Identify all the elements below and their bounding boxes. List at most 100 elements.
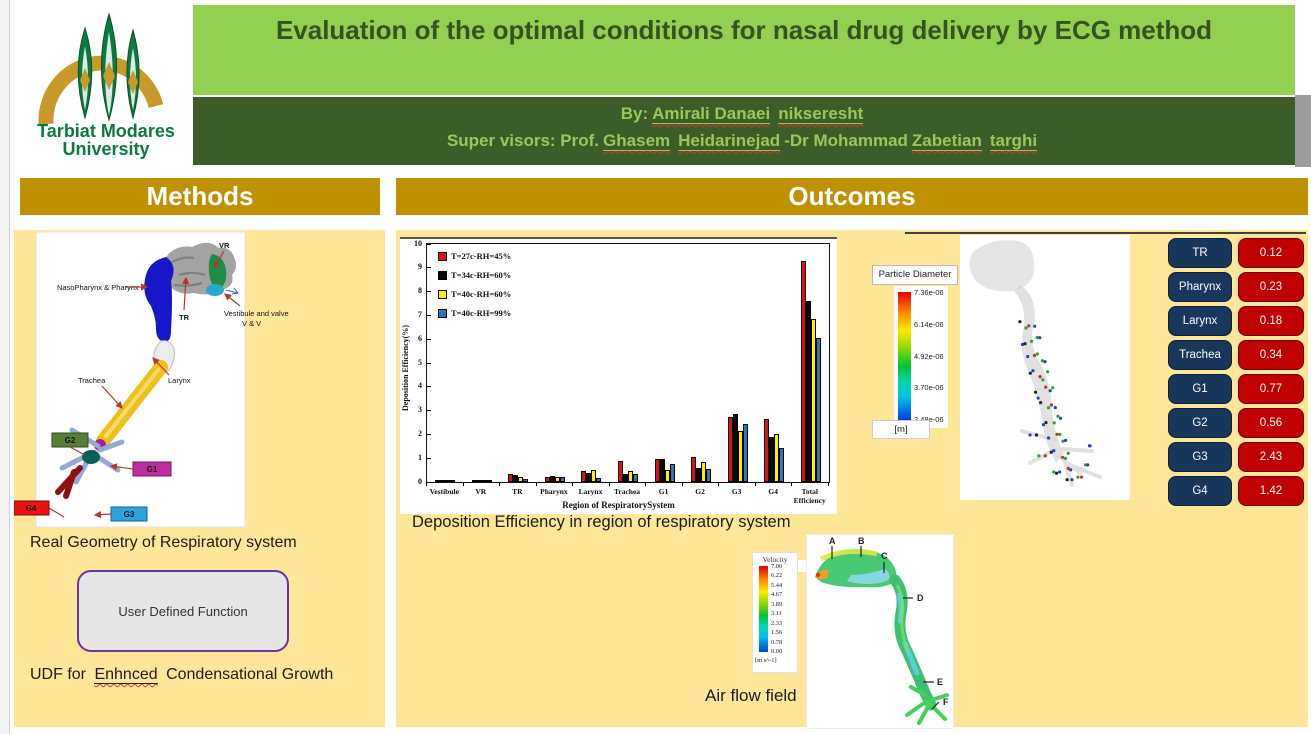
velocity-colorbar-title: Velocity bbox=[762, 555, 788, 564]
chart-bar bbox=[523, 479, 529, 482]
udf-caption-suffix: Condensational Growth bbox=[166, 666, 334, 683]
table-row: Trachea 0.34 bbox=[1168, 340, 1304, 370]
g4-label-box: G4 bbox=[14, 500, 65, 518]
chart-y-tick: 10 bbox=[414, 238, 422, 248]
velocity-tick-label: 6.22 bbox=[771, 572, 783, 580]
chart-x-tickmark bbox=[754, 482, 756, 486]
chart-bar bbox=[769, 436, 775, 482]
chart-x-category-label: G4 bbox=[768, 487, 778, 496]
table-row: Pharynx 0.23 bbox=[1168, 272, 1304, 302]
poster-title: Evaluation of the optimal conditions for… bbox=[275, 15, 1213, 45]
particle-dot bbox=[1049, 403, 1053, 407]
particle-tick-label: 6.14e-06 bbox=[914, 319, 944, 329]
chart-x-tickmark bbox=[608, 482, 610, 486]
region-cell: Trachea bbox=[1168, 340, 1232, 370]
chart-legend-swatch bbox=[438, 270, 447, 280]
chart-bar bbox=[618, 461, 623, 482]
chart-bar bbox=[481, 480, 487, 482]
chart-y-tick: 6 bbox=[418, 333, 422, 343]
velocity-colorbar-gradient bbox=[759, 566, 768, 652]
svg-text:G1: G1 bbox=[147, 465, 158, 474]
chart-bar bbox=[800, 260, 806, 482]
particle-dot bbox=[1051, 386, 1055, 390]
velocity-tick-label: 3.89 bbox=[771, 600, 783, 608]
g2-label-box: G2 bbox=[51, 432, 89, 456]
chart-legend: T=27c-RH=45% T=34c-RH=60% T=40c-RH=60% T=40… bbox=[438, 251, 511, 327]
chart-x-category-label: G2 bbox=[695, 487, 705, 496]
velocity-tick-label: 5.44 bbox=[771, 581, 783, 589]
particle-tick-label: 4.92e-06 bbox=[914, 351, 944, 361]
university-logo: Tarbiat Modares University bbox=[37, 12, 175, 159]
value-cell: 1.42 bbox=[1238, 476, 1304, 506]
velocity-colorbar-ticks: 7.00 6.22 5.44 4.67 3.89 3.11 2.33 1.56 0.78 0.00 bbox=[771, 563, 782, 655]
chart-legend-swatch bbox=[438, 251, 447, 261]
particle-dot bbox=[1048, 389, 1052, 393]
chart-y-tick: 4 bbox=[418, 381, 422, 391]
chart-y-tickmark bbox=[427, 338, 431, 340]
chart-y-tick: 0 bbox=[418, 476, 422, 486]
chart-bar bbox=[518, 477, 524, 482]
model-nasal-region bbox=[969, 240, 1035, 292]
particle-dot bbox=[1043, 454, 1047, 458]
chart-bar bbox=[742, 424, 748, 482]
particle-tick-label: 3.70e-06 bbox=[914, 383, 944, 393]
chart-bar bbox=[628, 471, 633, 482]
particle-colorbar-ticks: 7.36e-06 6.14e-06 4.92e-06 3.70e-06 2.48e-06 bbox=[914, 288, 944, 424]
chart-bar bbox=[581, 471, 587, 482]
table-row: G4 1.42 bbox=[1168, 476, 1304, 506]
velocity-legend-connector bbox=[795, 560, 809, 572]
pharynx-shape bbox=[144, 257, 174, 342]
velocity-tick-label: 4.67 bbox=[771, 591, 783, 599]
chart-y-tickmark bbox=[427, 243, 431, 245]
station-b: B bbox=[858, 536, 865, 546]
chart-bar bbox=[559, 476, 565, 482]
particle-dot bbox=[1018, 320, 1022, 324]
chart-legend-swatch bbox=[438, 308, 447, 318]
chart-plot-area bbox=[426, 243, 830, 483]
velocity-tick-label: 3.11 bbox=[771, 610, 782, 618]
chart-bar bbox=[440, 480, 446, 482]
chart-y-tick: 3 bbox=[418, 405, 422, 415]
chart-bar bbox=[810, 318, 816, 482]
udf-caption: UDF for Enhnced Condensational Growth bbox=[30, 666, 380, 684]
table-row: G1 0.77 bbox=[1168, 374, 1304, 404]
chart-x-tickmark bbox=[828, 482, 829, 486]
particle-dot bbox=[1076, 475, 1080, 479]
region-cell: G4 bbox=[1168, 476, 1232, 506]
chart-x-tickmark bbox=[426, 482, 427, 486]
chart-legend-item: T=27c-RH=45% bbox=[438, 251, 511, 261]
udf-caption-misspelled: Enhnced bbox=[94, 666, 158, 684]
author-name: Amirali Danaei bbox=[652, 104, 771, 124]
geometry-caption: Real Geometry of Respiratory system bbox=[30, 534, 297, 551]
particle-dot bbox=[1053, 406, 1057, 410]
particle-dot bbox=[1058, 416, 1063, 420]
outcomes-panel: Deposition Efficiency(%) T=27c-RH=45% T=3… bbox=[396, 230, 1308, 728]
particle-dot bbox=[1035, 352, 1039, 356]
chart-x-tickmark bbox=[462, 482, 464, 486]
chart-y-tickmark bbox=[427, 291, 431, 293]
chart-bar bbox=[596, 477, 602, 482]
author-banner: By: Amirali Danaei nikseresht Super visors… bbox=[193, 97, 1295, 165]
chart-legend-swatch bbox=[438, 289, 447, 299]
particle-dot bbox=[1032, 353, 1037, 358]
chart-x-category-label: TR bbox=[512, 487, 523, 496]
chart-bar bbox=[774, 434, 780, 482]
particle-dot bbox=[1086, 463, 1090, 467]
chart-bar bbox=[691, 457, 697, 482]
region-cell: Larynx bbox=[1168, 306, 1232, 336]
chart-legend-item: T=34c-RH=60% bbox=[438, 270, 511, 280]
particle-dot bbox=[1038, 336, 1042, 340]
value-cell: 0.18 bbox=[1238, 306, 1304, 336]
value-cell: 0.56 bbox=[1238, 408, 1304, 438]
chart-bar bbox=[706, 468, 712, 482]
particle-dot bbox=[1026, 354, 1030, 359]
chart-x-tickmark bbox=[681, 482, 683, 486]
logo-text-line1: Tarbiat Modares bbox=[37, 121, 175, 141]
particle-colorbar-unit: [m] bbox=[872, 420, 930, 439]
chart-x-tickmark bbox=[645, 482, 647, 486]
region-cell: TR bbox=[1168, 238, 1232, 268]
chart-y-tick: 9 bbox=[418, 262, 422, 272]
chart-x-category-label: Larynx bbox=[578, 487, 603, 496]
chart-bar bbox=[586, 472, 592, 482]
